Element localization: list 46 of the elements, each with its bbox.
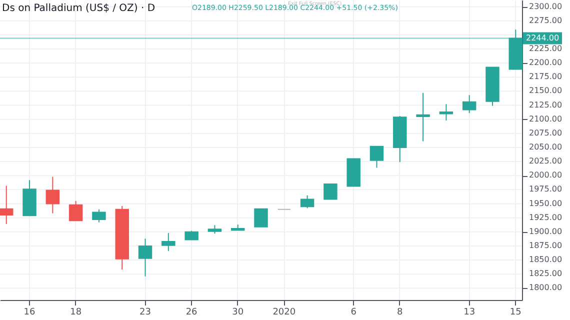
y-tick-label: 1800.00 xyxy=(529,283,562,292)
x-tick-label: 2020 xyxy=(272,308,296,318)
x-tick-label: 15 xyxy=(510,308,522,318)
candlestick xyxy=(462,94,476,114)
candlestick xyxy=(416,92,430,142)
candlestick xyxy=(68,200,83,222)
candlestick xyxy=(46,176,60,214)
y-tick-label: 1875.00 xyxy=(529,240,562,250)
x-tick-label: 13 xyxy=(464,308,476,318)
y-tick-label: 2150.00 xyxy=(529,86,562,96)
candlestick xyxy=(92,208,106,223)
y-tick-label: 2000.00 xyxy=(529,170,562,180)
y-tick-label: 2125.00 xyxy=(529,100,562,110)
x-tick-label: 16 xyxy=(24,308,36,318)
ref-line-label: 2244.00 xyxy=(526,33,560,42)
y-tick-label: 1850.00 xyxy=(529,255,562,264)
chart-title: Ds on Palladium (US$ / OZ) · D xyxy=(2,3,156,14)
candlestick xyxy=(254,208,268,228)
y-tick-label: 2050.00 xyxy=(529,142,562,152)
candlestick xyxy=(0,185,14,225)
x-tick-label: 30 xyxy=(232,308,244,318)
candlestick xyxy=(138,238,152,277)
y-tick-label: 1950.00 xyxy=(529,198,562,208)
x-tick-label: 18 xyxy=(70,308,82,318)
y-tick-label: 2025.00 xyxy=(529,156,562,166)
x-tick-label: 6 xyxy=(350,308,357,318)
y-tick-label: 2100.00 xyxy=(529,114,562,124)
candlestick xyxy=(324,184,338,200)
y-tick-label: 2175.00 xyxy=(529,72,562,82)
y-tick-label: 2300.00 xyxy=(529,2,562,11)
x-tick-label: 8 xyxy=(397,308,404,318)
y-tick-label: 2275.00 xyxy=(529,16,562,25)
y-tick-label: 1825.00 xyxy=(529,269,562,278)
candlestick xyxy=(439,104,454,121)
candlestick xyxy=(300,194,314,209)
candlestick xyxy=(162,232,176,252)
x-tick-label: 26 xyxy=(186,308,198,318)
y-tick-label: 2200.00 xyxy=(529,58,562,68)
y-tick-label: 1975.00 xyxy=(529,184,562,194)
y-tick-label: 1900.00 xyxy=(529,226,562,236)
y-tick-label: 2225.00 xyxy=(529,44,562,53)
y-tick-label: 1925.00 xyxy=(529,212,562,222)
candlestick xyxy=(184,230,198,240)
y-tick-label: 2075.00 xyxy=(529,128,562,138)
x-tick-label: 23 xyxy=(140,308,151,318)
candlestick xyxy=(370,146,384,168)
